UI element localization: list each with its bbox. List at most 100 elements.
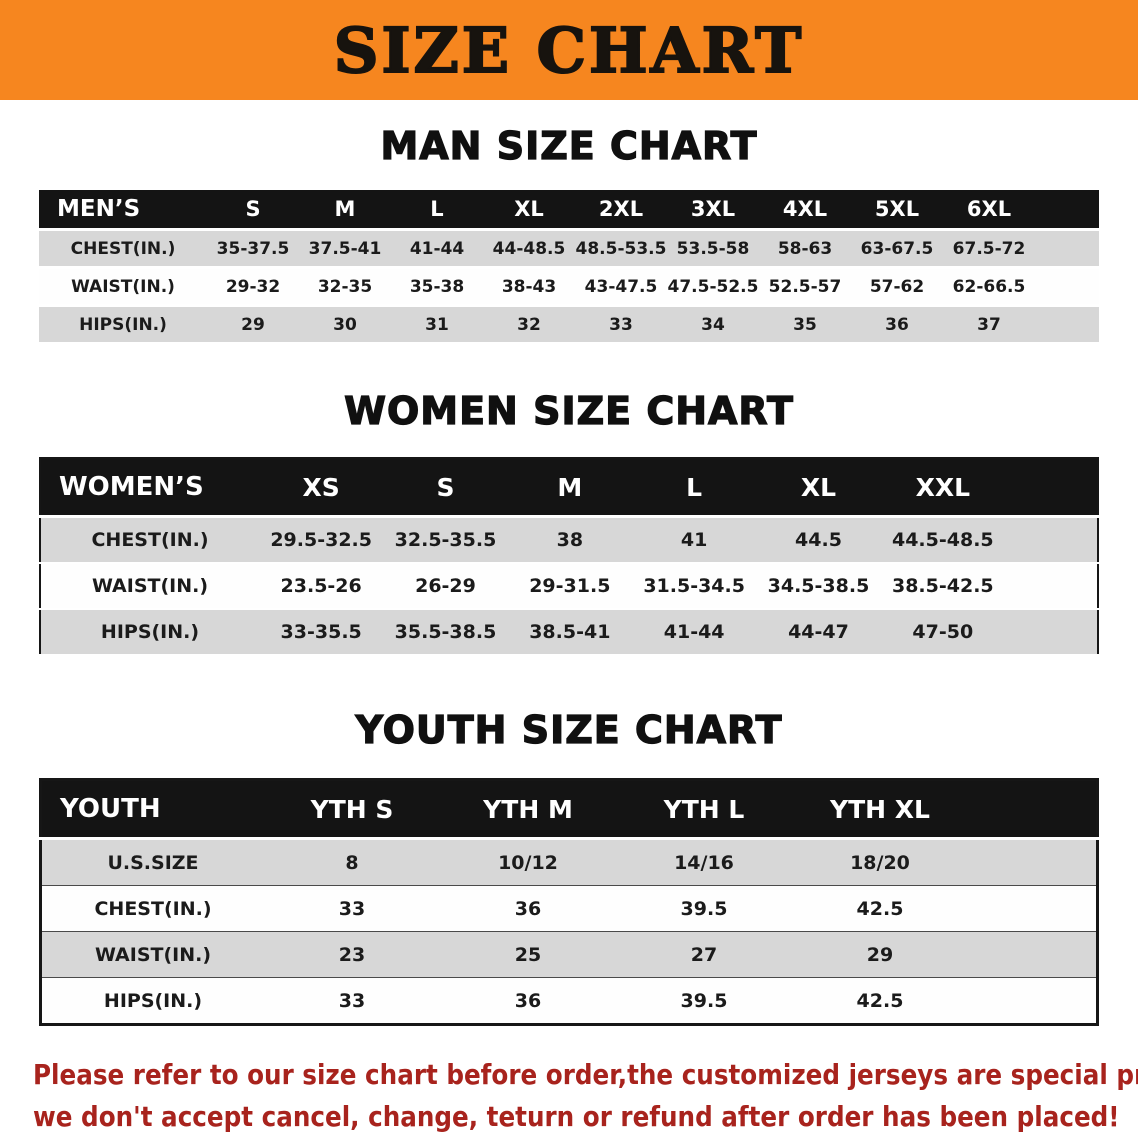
men-measure-row: HIPS(IN.) 29 30 31 32 33 34 35 36 37 [39,305,1099,344]
row-filler [1035,267,1099,306]
size-value: 35.5-38.5 [383,609,508,655]
size-value: 38.5-41 [507,609,632,655]
men-column-header: 5XL [851,190,943,230]
row-label: CHEST(IN.) [39,229,207,268]
size-value: 47.5-52.5 [667,267,759,306]
size-value: 32 [483,305,575,344]
size-value: 33 [264,885,440,932]
women-column-header: S [383,458,508,517]
size-value: 18/20 [792,838,968,886]
men-header-filler [1035,190,1099,230]
size-value: 44-47 [756,609,881,655]
row-filler [1005,516,1098,563]
notice-line-1: Please refer to our size chart before or… [33,1058,1138,1091]
size-value: 23.5-26 [259,563,384,609]
men-column-header: 6XL [943,190,1035,230]
row-label: CHEST(IN.) [40,885,264,932]
size-value: 33-35.5 [259,609,384,655]
size-value: 42.5 [792,977,968,1025]
heading-youth: YOUTH SIZE CHART [355,707,783,752]
size-value: 57-62 [851,267,943,306]
size-value: 35 [759,305,851,344]
youth-header-row: YOUTH YTH S YTH M YTH L YTH XL [40,779,1098,839]
row-filler [968,931,1098,978]
size-value: 32-35 [299,267,391,306]
size-value: 36 [440,977,616,1025]
size-value: 38-43 [483,267,575,306]
women-size-table: WOMEN’S XS S M L XL XXL CHEST(IN.) 29.5-32.5 32.5… [39,457,1099,656]
women-column-header: XS [259,458,384,517]
women-column-header: L [631,458,757,517]
size-value: 25 [440,931,616,978]
women-column-header: M [507,458,632,517]
size-value: 42.5 [792,885,968,932]
size-value: 47-50 [880,609,1005,655]
size-value: 31 [391,305,483,344]
size-value: 52.5-57 [759,267,851,306]
men-column-header: S [207,190,299,230]
row-filler [1035,229,1099,268]
men-column-header: M [299,190,391,230]
row-label: WAIST(IN.) [40,931,264,978]
size-value: 27 [616,931,792,978]
men-header-row: MEN’S S M L XL 2XL 3XL 4XL 5XL 6XL [39,190,1099,230]
size-value: 62-66.5 [943,267,1035,306]
row-label: U.S.SIZE [40,838,264,886]
youth-measure-row: HIPS(IN.) 33 36 39.5 42.5 [40,977,1098,1025]
youth-measure-row: U.S.SIZE 8 10/12 14/16 18/20 [40,838,1098,886]
youth-column-header: YTH XL [792,779,968,839]
row-filler [968,977,1098,1025]
size-value: 41-44 [391,229,483,268]
size-value: 35-38 [391,267,483,306]
women-column-header: XL [756,458,881,517]
section-women: WOMEN SIZE CHART WOMEN’S XS S M L XL XXL CHEST(I… [39,388,1099,656]
size-value: 8 [264,838,440,886]
size-value: 44-48.5 [483,229,575,268]
women-header-row: WOMEN’S XS S M L XL XXL [40,458,1098,517]
size-value: 10/12 [440,838,616,886]
size-value: 29 [792,931,968,978]
size-value: 41 [631,516,757,563]
size-value: 35-37.5 [207,229,299,268]
size-value: 29-32 [207,267,299,306]
men-column-header: 4XL [759,190,851,230]
youth-measure-row: CHEST(IN.) 33 36 39.5 42.5 [40,885,1098,932]
order-notice: Please refer to our size chart before or… [33,1054,1138,1138]
youth-header-filler [968,779,1098,839]
women-category-label: WOMEN’S [40,458,259,517]
row-label: WAIST(IN.) [40,563,259,609]
size-value: 29.5-32.5 [259,516,384,563]
size-value: 26-29 [383,563,508,609]
size-value: 43-47.5 [575,267,667,306]
heading-men: MAN SIZE CHART [380,123,758,168]
size-value: 36 [851,305,943,344]
row-filler [1005,563,1098,609]
size-value: 34 [667,305,759,344]
size-value: 29-31.5 [507,563,632,609]
size-value: 44.5 [756,516,881,563]
size-chart-sections: MAN SIZE CHART MEN’S S M L XL 2XL 3XL 4XL 5XL 6XL C… [0,123,1138,1026]
row-filler [1035,305,1099,344]
size-value: 31.5-34.5 [631,563,757,609]
row-filler [968,838,1098,886]
row-label: HIPS(IN.) [40,977,264,1025]
men-column-header: L [391,190,483,230]
page-title: SIZE CHART [333,13,805,88]
size-value: 36 [440,885,616,932]
size-value: 38 [507,516,632,563]
heading-women: WOMEN SIZE CHART [343,388,794,433]
men-column-header: 2XL [575,190,667,230]
youth-measure-row: WAIST(IN.) 23 25 27 29 [40,931,1098,978]
women-column-header: XXL [880,458,1005,517]
size-chart-banner: SIZE CHART [0,0,1138,100]
notice-line-2: we don't accept cancel, change, teturn o… [33,1100,1120,1133]
row-label: CHEST(IN.) [40,516,259,563]
size-value: 37.5-41 [299,229,391,268]
size-value: 67.5-72 [943,229,1035,268]
size-value: 58-63 [759,229,851,268]
size-value: 41-44 [631,609,757,655]
size-value: 34.5-38.5 [756,563,881,609]
size-value: 29 [207,305,299,344]
size-value: 38.5-42.5 [880,563,1005,609]
